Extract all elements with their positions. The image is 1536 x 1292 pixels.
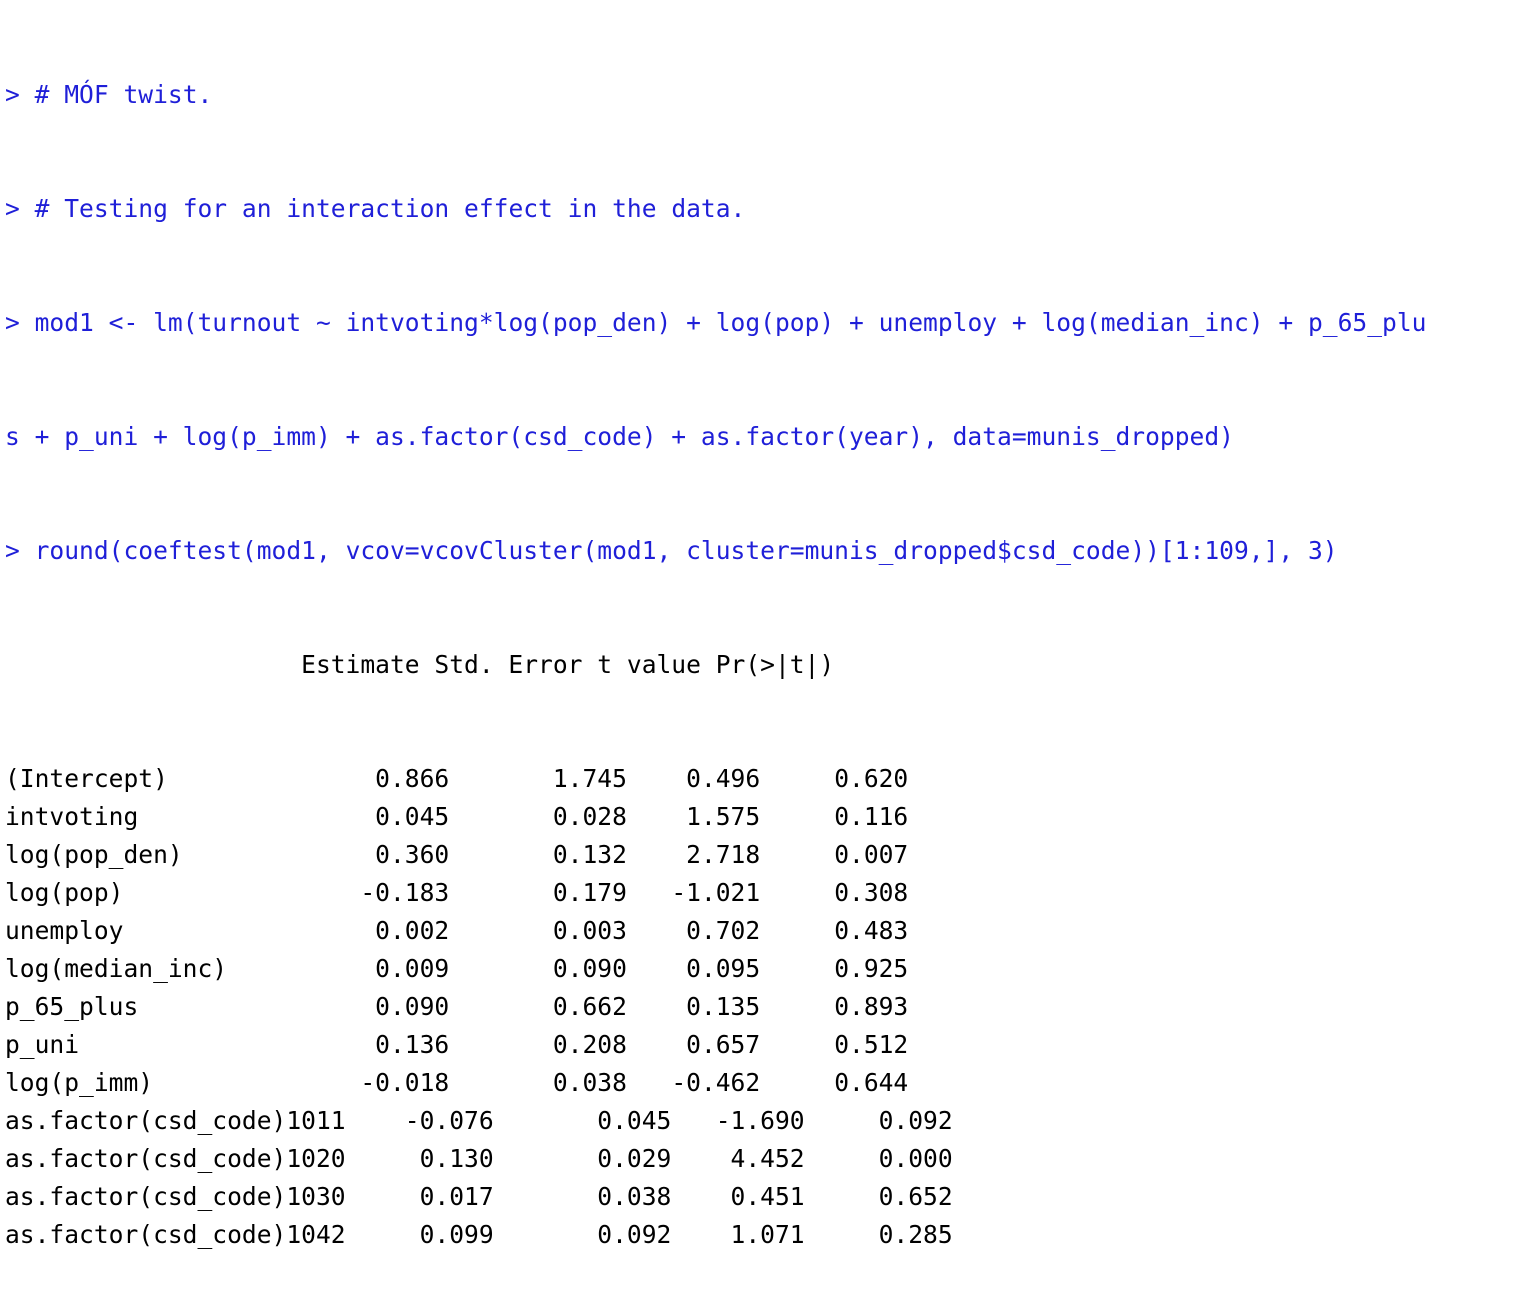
row-estimate: 0.136 xyxy=(301,1030,450,1059)
row-t-value: 0.135 xyxy=(626,992,761,1021)
row-t-value: 2.718 xyxy=(626,840,761,869)
console-prompt: > xyxy=(5,308,35,337)
row-t-value: 1.071 xyxy=(671,1220,805,1249)
r-console[interactable]: > # MÓF twist. > # Testing for an intera… xyxy=(5,0,1533,1292)
row-std-error: 0.003 xyxy=(449,916,627,945)
row-term: as.factor(csd_code)1042 xyxy=(5,1220,346,1249)
row-std-error: 0.038 xyxy=(449,1068,627,1097)
row-p-value: 0.652 xyxy=(804,1182,953,1211)
console-command-line: > round(coeftest(mod1, vcov=vcovCluster(… xyxy=(5,532,1533,570)
row-term: (Intercept) xyxy=(5,764,302,793)
row-std-error: 1.745 xyxy=(449,764,627,793)
row-estimate: -0.076 xyxy=(345,1106,494,1135)
table-row: as.factor(csd_code)1020 0.130 0.029 4.45… xyxy=(5,1140,1533,1178)
console-prompt: > xyxy=(5,194,35,223)
row-term: p_uni xyxy=(5,1030,302,1059)
table-row: unemploy 0.002 0.003 0.702 0.483 xyxy=(5,912,1533,950)
row-term: unemploy xyxy=(5,916,302,945)
command-text: mod1 <- lm(turnout ~ intvoting*log(pop_d… xyxy=(34,308,1427,337)
row-p-value: 0.116 xyxy=(760,802,909,831)
row-estimate: 0.045 xyxy=(301,802,450,831)
row-std-error: 0.179 xyxy=(449,878,627,907)
row-p-value: 0.893 xyxy=(760,992,909,1021)
row-estimate: -0.018 xyxy=(301,1068,450,1097)
row-std-error: 0.028 xyxy=(449,802,627,831)
row-p-value: 0.092 xyxy=(804,1106,953,1135)
row-term: as.factor(csd_code)1030 xyxy=(5,1182,346,1211)
command-text: round(coeftest(mod1, vcov=vcovCluster(mo… xyxy=(34,536,1338,565)
table-row: as.factor(csd_code)1042 0.099 0.092 1.07… xyxy=(5,1216,1533,1254)
table-row: p_65_plus 0.090 0.662 0.135 0.893 xyxy=(5,988,1533,1026)
console-prompt: > xyxy=(5,80,35,109)
row-term: as.factor(csd_code)1020 xyxy=(5,1144,346,1173)
output-table-header: Estimate Std. Error t value Pr(>|t|) xyxy=(5,650,835,679)
row-std-error: 0.029 xyxy=(493,1144,672,1173)
row-p-value: 0.483 xyxy=(760,916,909,945)
row-t-value: -0.462 xyxy=(626,1068,761,1097)
row-term: intvoting xyxy=(5,802,302,831)
row-t-value: -1.690 xyxy=(671,1106,805,1135)
row-term: log(pop) xyxy=(5,878,302,907)
row-t-value: 0.095 xyxy=(626,954,761,983)
output-table: (Intercept) 0.866 1.745 0.496 0.620 intvo… xyxy=(5,760,1533,1254)
row-std-error: 0.208 xyxy=(449,1030,627,1059)
row-t-value: 0.702 xyxy=(626,916,761,945)
row-t-value: 0.451 xyxy=(671,1182,805,1211)
row-term: log(pop_den) xyxy=(5,840,302,869)
table-row: as.factor(csd_code)1011 -0.076 0.045 -1.… xyxy=(5,1102,1533,1140)
row-estimate: 0.099 xyxy=(345,1220,494,1249)
row-std-error: 0.045 xyxy=(493,1106,672,1135)
console-prompt: > xyxy=(5,536,35,565)
row-t-value: 4.452 xyxy=(671,1144,805,1173)
row-p-value: 0.000 xyxy=(804,1144,953,1173)
row-std-error: 0.090 xyxy=(449,954,627,983)
row-std-error: 0.132 xyxy=(449,840,627,869)
row-estimate: 0.002 xyxy=(301,916,450,945)
table-row: intvoting 0.045 0.028 1.575 0.116 xyxy=(5,798,1533,836)
row-estimate: 0.090 xyxy=(301,992,450,1021)
table-row: log(pop) -0.183 0.179 -1.021 0.308 xyxy=(5,874,1533,912)
command-text: s + p_uni + log(p_imm) + as.factor(csd_c… xyxy=(5,422,1234,451)
row-term: as.factor(csd_code)1011 xyxy=(5,1106,346,1135)
row-p-value: 0.925 xyxy=(760,954,909,983)
row-p-value: 0.007 xyxy=(760,840,909,869)
table-row: log(pop_den) 0.360 0.132 2.718 0.007 xyxy=(5,836,1533,874)
console-command-line: > # Testing for an interaction effect in… xyxy=(5,190,1533,228)
row-std-error: 0.662 xyxy=(449,992,627,1021)
table-row: p_uni 0.136 0.208 0.657 0.512 xyxy=(5,1026,1533,1064)
row-estimate: 0.009 xyxy=(301,954,450,983)
row-estimate: -0.183 xyxy=(301,878,450,907)
row-p-value: 0.620 xyxy=(760,764,909,793)
console-command-line: > mod1 <- lm(turnout ~ intvoting*log(pop… xyxy=(5,304,1533,342)
table-row: log(p_imm) -0.018 0.038 -0.462 0.644 xyxy=(5,1064,1533,1102)
command-text: # Testing for an interaction effect in t… xyxy=(34,194,746,223)
row-t-value: 0.496 xyxy=(626,764,761,793)
row-p-value: 0.644 xyxy=(760,1068,909,1097)
row-std-error: 0.092 xyxy=(493,1220,672,1249)
console-command-line: > # MÓF twist. xyxy=(5,76,1533,114)
row-term: log(median_inc) xyxy=(5,954,302,983)
table-row: log(median_inc) 0.009 0.090 0.095 0.925 xyxy=(5,950,1533,988)
row-term: log(p_imm) xyxy=(5,1068,302,1097)
row-estimate: 0.866 xyxy=(301,764,450,793)
row-estimate: 0.360 xyxy=(301,840,450,869)
row-estimate: 0.130 xyxy=(345,1144,494,1173)
console-command-continuation: s + p_uni + log(p_imm) + as.factor(csd_c… xyxy=(5,418,1533,456)
row-p-value: 0.285 xyxy=(804,1220,953,1249)
row-std-error: 0.038 xyxy=(493,1182,672,1211)
table-row: as.factor(csd_code)1030 0.017 0.038 0.45… xyxy=(5,1178,1533,1216)
row-t-value: 1.575 xyxy=(626,802,761,831)
row-p-value: 0.308 xyxy=(760,878,909,907)
row-t-value: -1.021 xyxy=(626,878,761,907)
row-estimate: 0.017 xyxy=(345,1182,494,1211)
table-row: (Intercept) 0.866 1.745 0.496 0.620 xyxy=(5,760,1533,798)
row-p-value: 0.512 xyxy=(760,1030,909,1059)
row-term: p_65_plus xyxy=(5,992,302,1021)
row-t-value: 0.657 xyxy=(626,1030,761,1059)
command-text: # MÓF twist. xyxy=(34,80,213,109)
